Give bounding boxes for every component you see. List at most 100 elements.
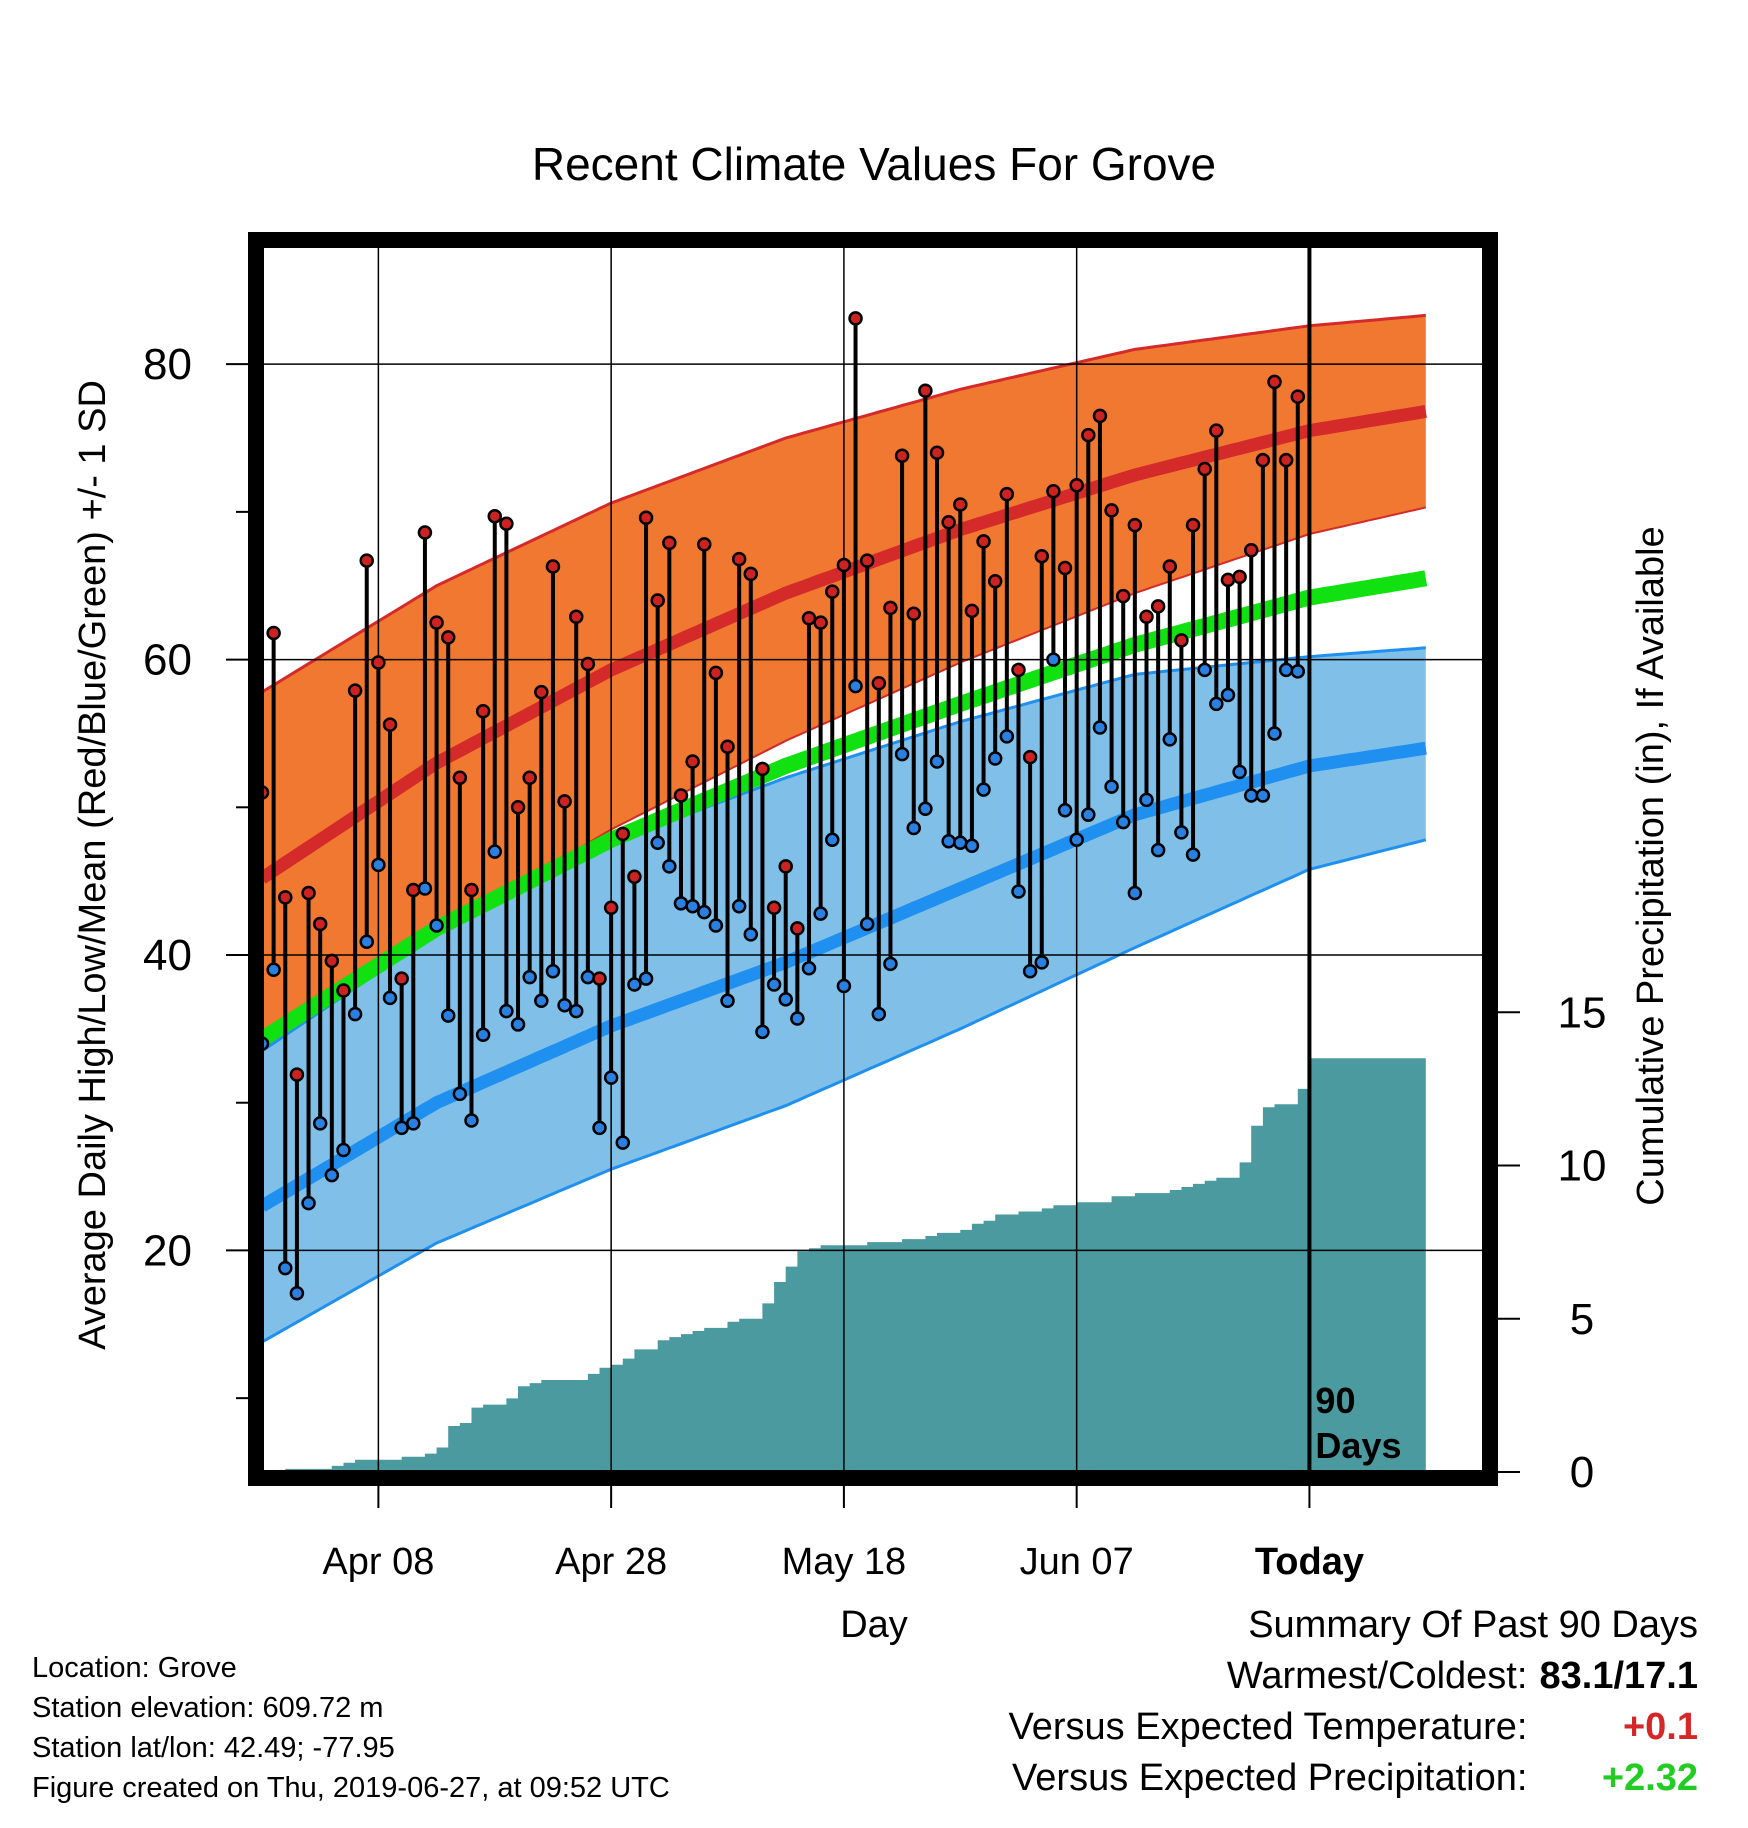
grid-layer <box>262 246 1484 1472</box>
daily-low-point <box>918 801 933 817</box>
daily-high-point <box>475 704 491 719</box>
daily-high-point <box>906 606 921 622</box>
precip-label: Versus Expected Precipitation: <box>1012 1757 1528 1799</box>
daily-low-point <box>673 896 689 911</box>
daily-low-point <box>1081 807 1096 822</box>
y-tick-label: 20 <box>143 1226 192 1275</box>
daily-low-point <box>871 1006 887 1022</box>
daily-high-point <box>592 971 607 986</box>
daily-low-point <box>743 927 759 942</box>
daily-low-point <box>1220 687 1236 703</box>
daily-high-point <box>452 770 468 786</box>
daily-low-point <box>778 992 793 1007</box>
daily-low-point <box>417 881 433 896</box>
daily-high-point <box>964 603 980 619</box>
temp-value: +0.1 <box>1622 1706 1698 1748</box>
summary-temp-row: Versus Expected Temperature: +0.1 <box>798 1702 1698 1753</box>
daily-low-point <box>1104 779 1119 794</box>
plot-frame <box>248 232 1498 1486</box>
daily-low-point <box>510 1017 526 1032</box>
daily-high-point <box>1267 374 1282 390</box>
daily-high-point <box>1162 559 1178 574</box>
daily-low-point <box>1022 964 1038 979</box>
daily-high-point <box>603 900 619 915</box>
daily-high-point <box>371 655 386 670</box>
daily-low-point <box>662 859 677 874</box>
daily-low-point <box>336 1142 351 1158</box>
daily-high-point <box>1255 452 1271 468</box>
daily-low-point <box>371 857 386 873</box>
daily-high-point <box>615 826 631 842</box>
daily-low-point <box>464 1113 479 1128</box>
daily-low-point <box>266 962 281 978</box>
daily-high-point <box>1290 389 1306 404</box>
daily-low-point <box>1232 764 1247 780</box>
daily-low-point <box>557 997 572 1013</box>
daily-low-point <box>813 906 828 921</box>
daily-high-point <box>766 900 782 915</box>
daily-high-point <box>1127 517 1143 533</box>
daily-low-point <box>452 1086 468 1102</box>
daily-high-point <box>1069 478 1084 493</box>
daily-high-point <box>941 514 956 530</box>
location-text: Location: Grove <box>32 1652 237 1684</box>
daily-high-point <box>1197 461 1212 477</box>
daily-high-point <box>1011 662 1026 678</box>
daily-low-point <box>720 993 735 1009</box>
daily-high-point <box>650 593 665 608</box>
daily-low-point <box>883 956 898 972</box>
x-tick-label: Apr 08 <box>322 1541 434 1583</box>
daily-low-point <box>650 835 665 851</box>
daily-low-point <box>1115 814 1131 830</box>
daily-low-point <box>708 918 724 933</box>
daily-high-point <box>836 557 852 573</box>
daily-low-point <box>953 835 968 851</box>
daily-high-point <box>1174 633 1189 648</box>
daily-low-point <box>1139 792 1154 808</box>
daily-high-point <box>662 535 677 551</box>
daily-low-point <box>1069 832 1084 848</box>
station-info: Location: Grove Station elevation: 609.7… <box>32 1648 670 1808</box>
daily-low-point <box>1127 885 1143 901</box>
daily-high-point <box>440 630 456 645</box>
daily-high-point <box>1057 560 1073 576</box>
daily-low-point <box>475 1027 491 1043</box>
daily-high-point <box>1150 599 1166 614</box>
daily-high-point <box>894 448 910 463</box>
daily-high-point <box>278 890 293 905</box>
today-days-number: 90 <box>1315 1380 1355 1421</box>
daily-high-point <box>499 516 514 531</box>
daily-high-point <box>464 882 479 898</box>
today-days-word: Days <box>1315 1425 1401 1466</box>
daily-low-point <box>301 1195 316 1211</box>
daily-high-point <box>918 383 933 399</box>
daily-high-point <box>1209 423 1224 438</box>
daily-low-point <box>382 990 398 1006</box>
daily-high-point <box>1232 569 1247 585</box>
daily-high-point <box>1220 572 1236 588</box>
daily-low-point <box>731 899 747 914</box>
precip-value: +2.32 <box>1601 1757 1698 1799</box>
daily-high-point <box>801 610 817 626</box>
daily-high-point <box>266 625 281 641</box>
summary-warmest-row: Warmest/Coldest: 83.1/17.1 <box>798 1651 1698 1702</box>
y-tick-label: 40 <box>143 931 192 980</box>
daily-low-point <box>1209 696 1224 712</box>
daily-low-point <box>941 834 956 849</box>
daily-low-point <box>429 918 444 933</box>
daily-low-point <box>836 978 852 994</box>
daily-low-point <box>1174 825 1189 840</box>
y-right-tick-label: 5 <box>1570 1295 1594 1344</box>
daily-low-point <box>685 899 700 914</box>
x-tick-label: Today <box>1255 1541 1364 1583</box>
daily-low-point <box>906 820 921 836</box>
daily-low-point <box>312 1116 328 1131</box>
daily-high-point <box>953 497 968 512</box>
daily-low-point <box>1243 788 1259 803</box>
daily-high-point <box>336 983 351 998</box>
chart-title: Recent Climate Values For Grove <box>532 138 1216 190</box>
daily-low-point <box>568 1003 584 1019</box>
daily-high-point <box>685 754 700 769</box>
daily-low-point <box>696 904 712 920</box>
